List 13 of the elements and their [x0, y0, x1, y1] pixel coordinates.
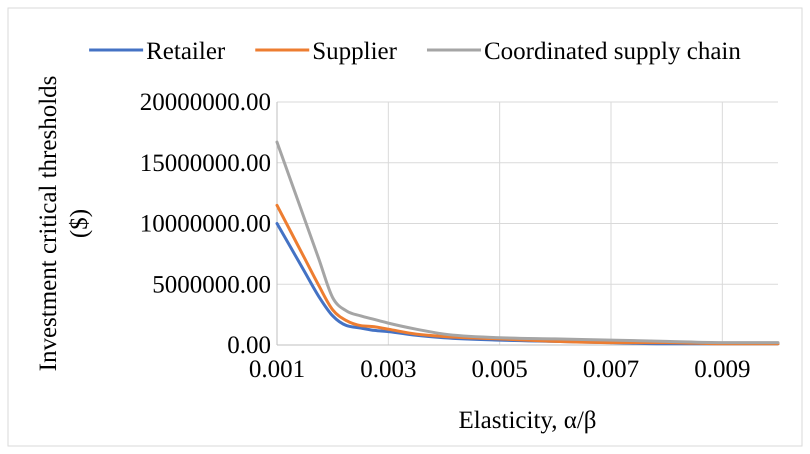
x-tick-label: 0.005 — [472, 356, 528, 383]
y-tick-label: 20000000.00 — [140, 89, 271, 116]
y-tick-label: 10000000.00 — [140, 210, 271, 238]
y-tick-label: 5000000.00 — [152, 271, 271, 298]
x-tick-label: 0.003 — [360, 356, 416, 383]
y-tick-label: 15000000.00 — [140, 150, 271, 177]
legend-label: Retailer — [146, 38, 226, 65]
legend-label: Coordinated supply chain — [484, 38, 742, 65]
x-tick-label: 0.009 — [694, 356, 750, 383]
legend-label: Supplier — [312, 38, 398, 65]
x-tick-label: 0.007 — [582, 356, 640, 383]
x-axis-title: Elasticity, α/β — [458, 407, 597, 434]
y-axis-title: Investment critical thresholds ($) — [35, 76, 93, 372]
